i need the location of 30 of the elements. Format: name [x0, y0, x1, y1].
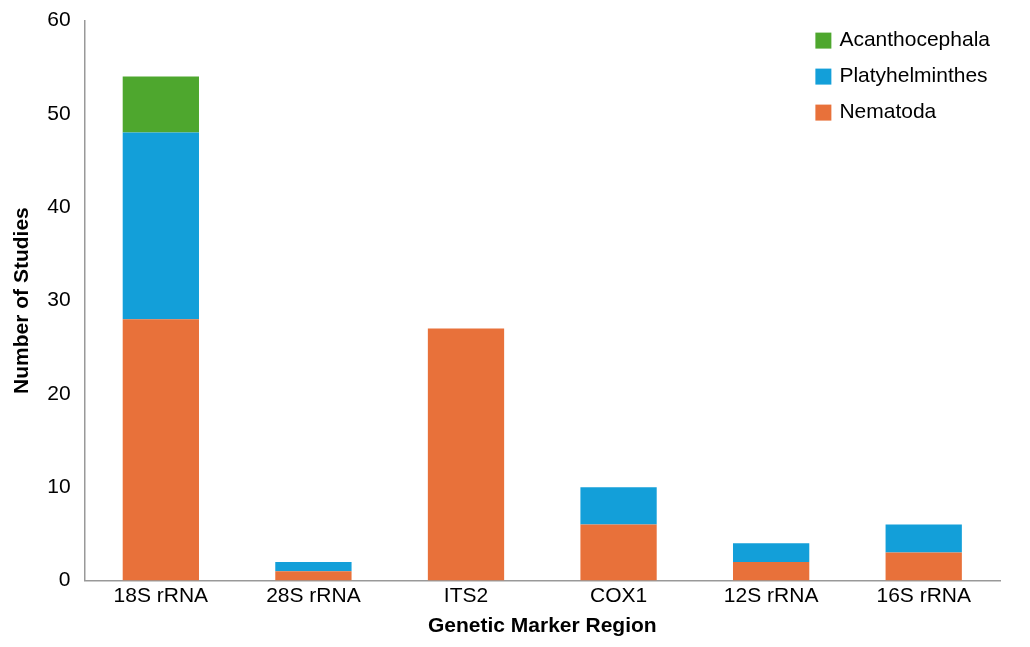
y-tick-label: 0 [58, 567, 71, 591]
x-tick-label: 16S rRNA [876, 583, 971, 606]
legend-label: Acanthocephala [839, 27, 991, 51]
x-tick-label: 28S rRNA [266, 583, 361, 606]
bar [580, 524, 657, 581]
bar [275, 561, 352, 572]
bar [580, 487, 657, 525]
x-tick-label: ITS2 [443, 583, 489, 606]
x-tick-label: 12S rRNA [723, 583, 819, 606]
x-axis-title: Genetic Marker Region [427, 613, 657, 637]
x-tick-label: COX1 [589, 583, 648, 606]
bar [122, 319, 199, 581]
bar [427, 328, 505, 581]
y-tick-label: 60 [47, 7, 71, 31]
legend-label: Platyhelminthes [839, 63, 988, 87]
y-tick-label: 30 [47, 287, 71, 311]
y-tick-label: 20 [47, 380, 71, 404]
legend-label: Nematoda [839, 99, 937, 123]
y-tick-label: 40 [47, 194, 71, 218]
bar [885, 552, 962, 581]
y-tick-label: 50 [47, 100, 71, 124]
bar [885, 524, 962, 553]
bar [733, 543, 810, 562]
x-tick-label: 18S rRNA [113, 583, 209, 606]
bar [275, 571, 352, 581]
bar [733, 561, 810, 581]
y-axis-title: Number of Studies [9, 207, 33, 394]
bar [122, 132, 199, 320]
y-tick-label: 10 [47, 474, 71, 498]
bar [122, 76, 199, 133]
